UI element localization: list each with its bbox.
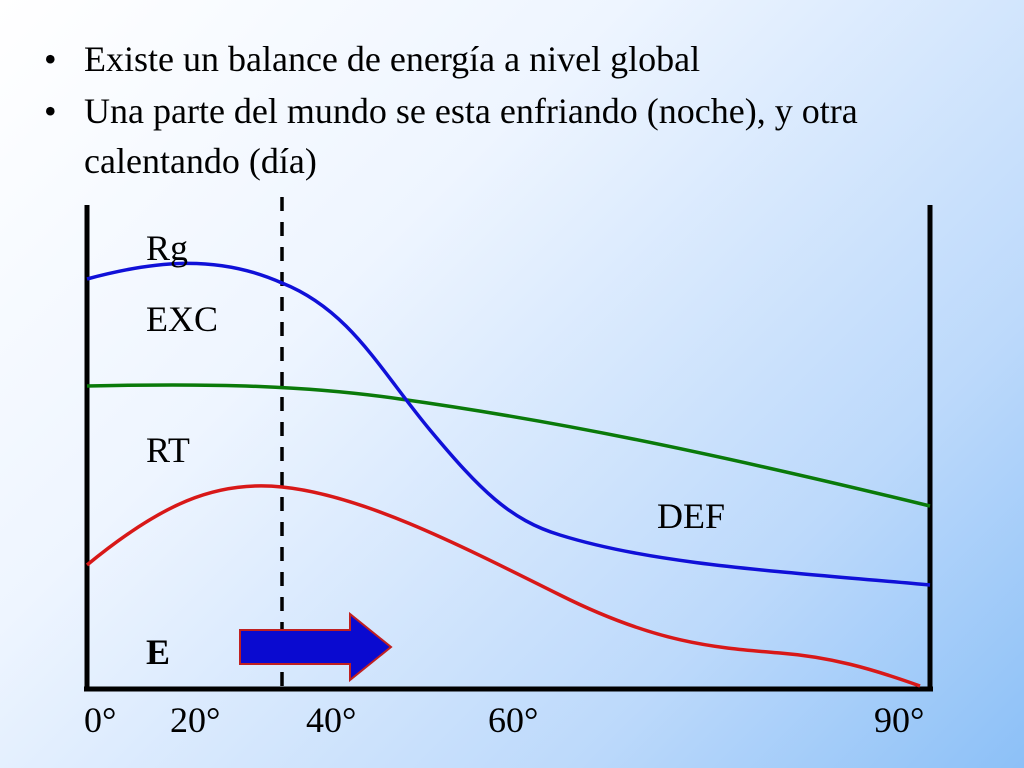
- bullet-marker: •: [44, 91, 57, 131]
- bullet-marker: •: [44, 39, 57, 79]
- rg-curve: [86, 261, 931, 587]
- x-tick-20: 20°: [170, 700, 221, 740]
- bullet-text: Existe un balance de energía a nivel glo…: [84, 39, 701, 79]
- rt-curve: [85, 484, 921, 688]
- energy-arrow-icon: [239, 611, 393, 683]
- bullet-text: Una parte del mundo se esta enfriando (n…: [84, 91, 858, 181]
- bullet-item-2: • Una parte del mundo se esta enfriando …: [40, 86, 1000, 186]
- green-curve: [86, 383, 931, 508]
- rt-label: RT: [146, 430, 190, 470]
- bullet-list: • Existe un balance de energía a nivel g…: [40, 34, 1000, 188]
- energy-label: E: [146, 632, 171, 672]
- x-tick-0: 0°: [84, 700, 117, 740]
- x-tick-60: 60°: [488, 700, 539, 740]
- x-tick-40: 40°: [306, 700, 357, 740]
- bullet-item-1: • Existe un balance de energía a nivel g…: [40, 34, 1000, 84]
- exc-label: EXC: [146, 299, 218, 339]
- def-label: DEF: [657, 496, 726, 536]
- rg-label: Rg: [146, 228, 189, 268]
- x-tick-90: 90°: [874, 700, 925, 740]
